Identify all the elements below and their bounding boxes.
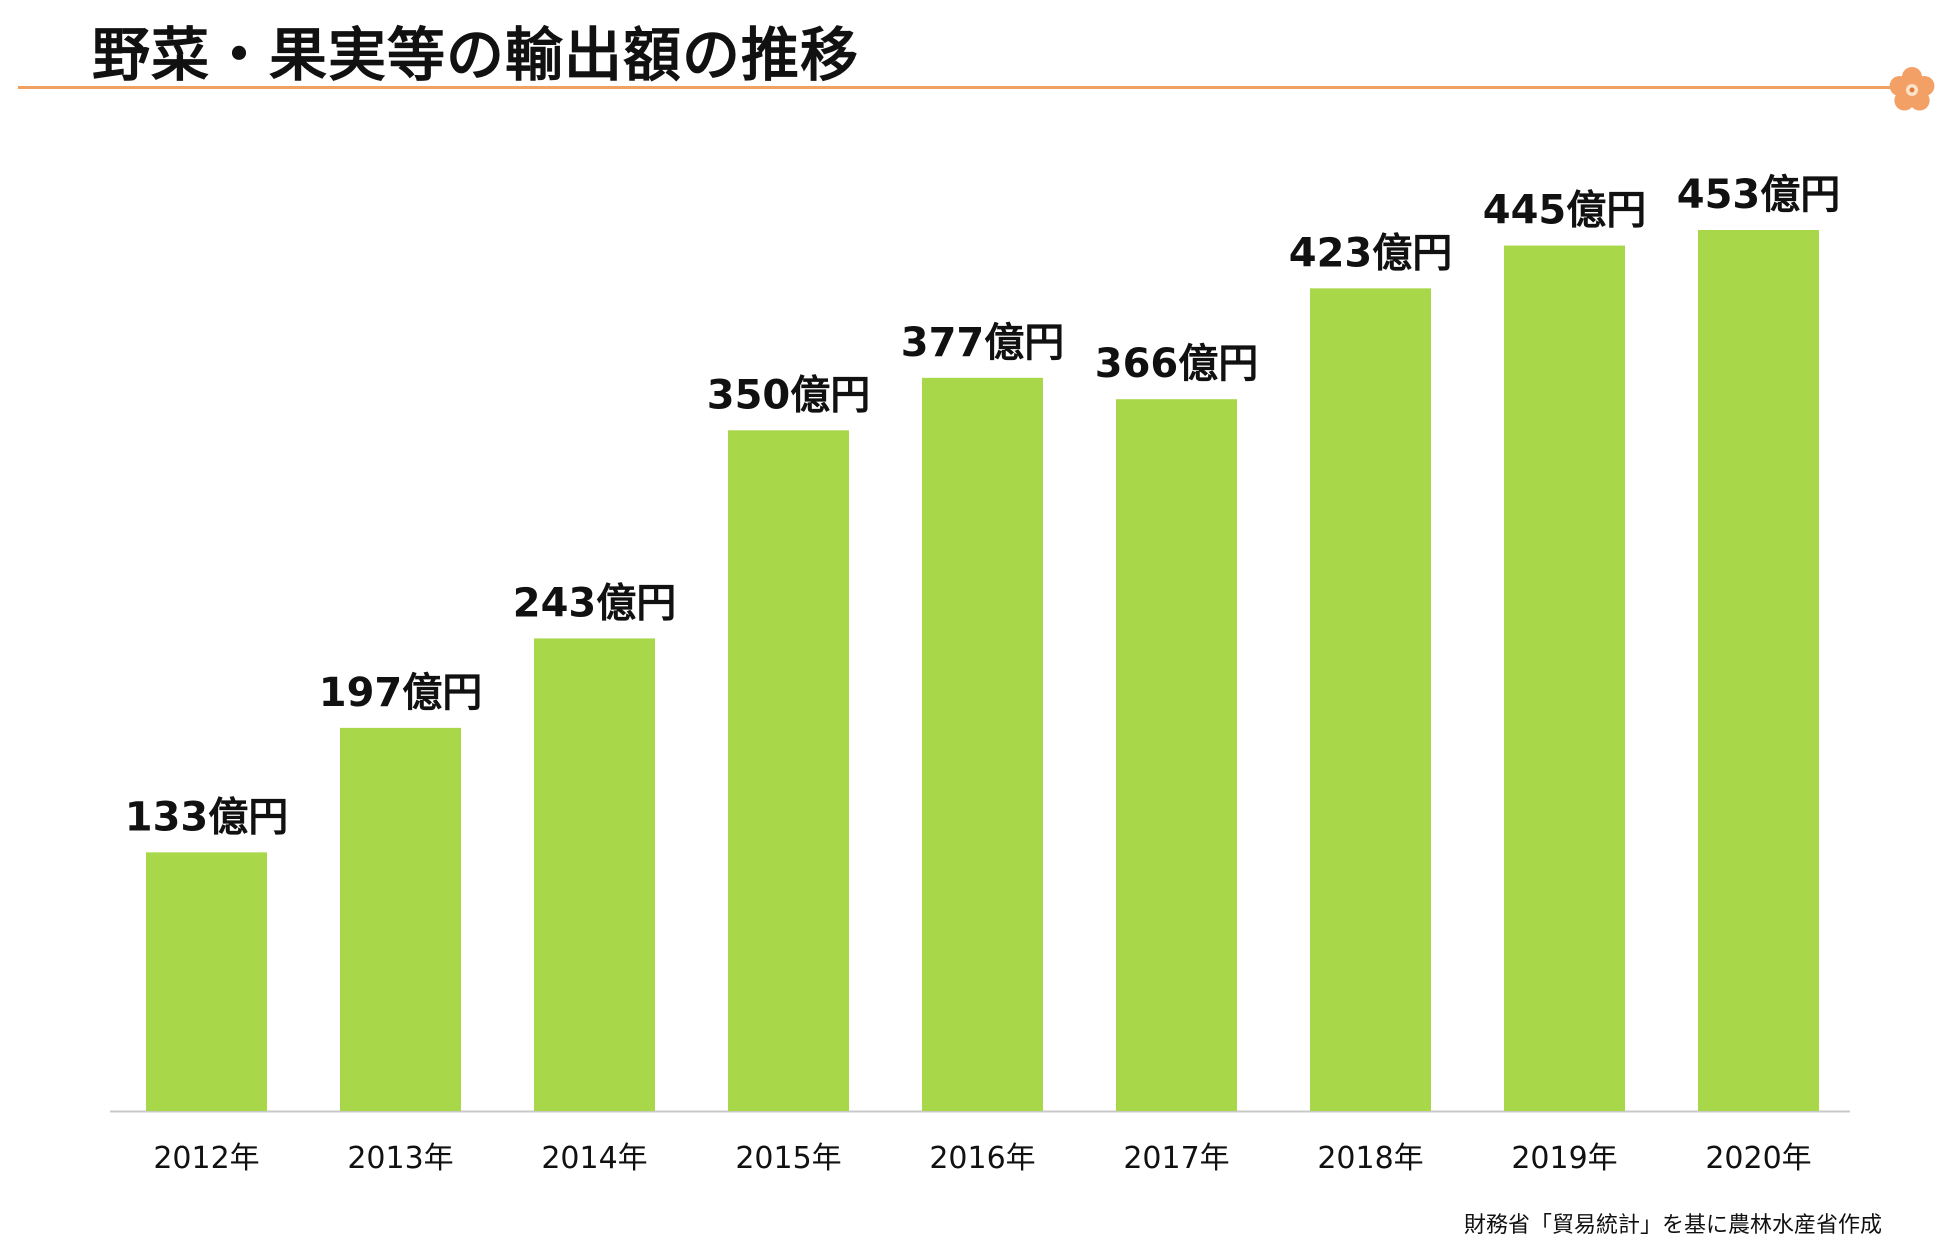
x-tick-label-2019年: 2019年	[1511, 1141, 1617, 1176]
bar-2012年	[146, 852, 267, 1111]
bar-2018年	[1310, 288, 1431, 1111]
x-tick-label-2017年: 2017年	[1123, 1141, 1229, 1176]
data-label-2012年: 133億円	[125, 794, 289, 840]
bar-2014年	[534, 638, 655, 1111]
bar-2017年	[1116, 399, 1237, 1111]
bar-2016年	[922, 377, 1043, 1111]
x-tick-label-2020年: 2020年	[1705, 1141, 1811, 1176]
x-tick-label-2016年: 2016年	[929, 1141, 1035, 1176]
x-tick-label-2014年: 2014年	[541, 1141, 647, 1176]
x-tick-label-2015年: 2015年	[735, 1141, 841, 1176]
x-tick-label-2012年: 2012年	[153, 1141, 259, 1176]
data-label-2016年: 377億円	[901, 320, 1065, 366]
page-title: 野菜・果実等の輸出額の推移	[92, 21, 860, 89]
data-label-2019年: 445億円	[1483, 188, 1647, 234]
source-note: 財務省「貿易統計」を基に農林水産省作成	[1463, 1213, 1882, 1238]
data-label-2014年: 243億円	[513, 580, 677, 626]
data-label-2013年: 197億円	[319, 670, 483, 716]
data-label-2017年: 366億円	[1095, 341, 1259, 387]
bar-2015年	[728, 430, 849, 1111]
x-tick-label-2013年: 2013年	[347, 1141, 453, 1176]
x-tick-label-2018年: 2018年	[1317, 1141, 1423, 1176]
bar-2020年	[1698, 230, 1819, 1111]
plum-blossom-icon	[1889, 67, 1935, 111]
data-label-2018年: 423億円	[1289, 230, 1453, 276]
bar-2019年	[1504, 245, 1625, 1112]
data-label-2020年: 453億円	[1677, 172, 1841, 218]
bar-2013年	[340, 727, 461, 1111]
data-label-2015年: 350億円	[707, 372, 871, 418]
title-underline	[18, 86, 1898, 89]
